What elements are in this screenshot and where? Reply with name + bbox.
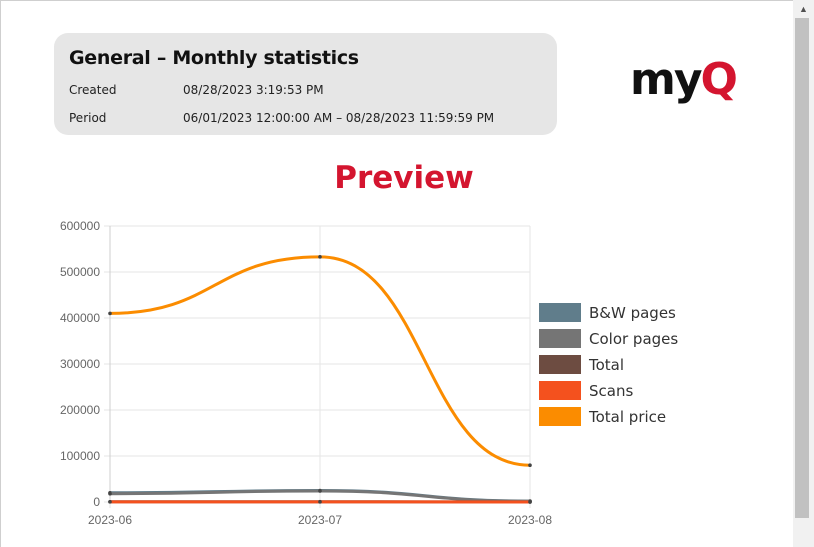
legend-label: B&W pages — [589, 304, 676, 322]
series-point — [528, 500, 532, 504]
created-label: Created — [69, 83, 117, 97]
legend-label: Color pages — [589, 330, 678, 348]
vertical-scrollbar[interactable]: ▲ — [793, 0, 814, 547]
line-chart: 0 100000 200000 300000 400000 500000 600000 202… — [60, 219, 678, 527]
y-tick-label: 0 — [93, 495, 100, 509]
chart-series — [108, 255, 532, 504]
chevron-up-icon[interactable]: ▲ — [799, 4, 808, 14]
scrollbar-thumb[interactable] — [795, 18, 809, 518]
x-tick-label: 2023-07 — [298, 513, 342, 527]
legend-swatch — [539, 407, 581, 426]
report-info-box: General – Monthly statistics Created 08/… — [54, 33, 557, 135]
y-tick-label: 100000 — [60, 449, 100, 463]
x-tick-label: 2023-08 — [508, 513, 552, 527]
y-tick-label: 400000 — [60, 311, 100, 325]
legend-swatch — [539, 329, 581, 348]
series-point — [108, 311, 112, 316]
series-point — [528, 463, 532, 468]
y-tick-label: 300000 — [60, 357, 100, 371]
logo-text-main: my — [630, 54, 703, 105]
chart-legend: B&W pages Color pages Total Scans Total pric… — [539, 303, 678, 426]
myq-logo: myQ — [630, 58, 738, 102]
legend-label: Total price — [588, 408, 666, 426]
legend-label: Scans — [589, 382, 633, 400]
y-tick-label: 600000 — [60, 219, 100, 233]
legend-swatch — [539, 303, 581, 322]
series-point — [108, 491, 112, 496]
report-title: General – Monthly statistics — [69, 47, 359, 69]
chart-axes: 0 100000 200000 300000 400000 500000 600000 202… — [60, 219, 552, 527]
series-line — [109, 255, 531, 467]
period-label: Period — [69, 111, 107, 125]
x-tick-label: 2023-06 — [88, 513, 132, 527]
period-value: 06/01/2023 12:00:00 AM – 08/28/2023 11:5… — [183, 111, 495, 125]
preview-title: Preview — [334, 160, 474, 196]
chart-grid — [104, 225, 531, 508]
y-tick-label: 500000 — [60, 265, 100, 279]
series-point — [318, 255, 322, 259]
legend-label: Total — [588, 356, 624, 374]
y-tick-label: 200000 — [60, 403, 100, 417]
series-point — [318, 500, 322, 504]
series-point — [318, 489, 322, 493]
logo-text-accent: Q — [700, 54, 738, 105]
legend-swatch — [539, 381, 581, 400]
legend-swatch — [539, 355, 581, 374]
created-value: 08/28/2023 3:19:53 PM — [183, 83, 324, 97]
series-point — [108, 500, 112, 504]
